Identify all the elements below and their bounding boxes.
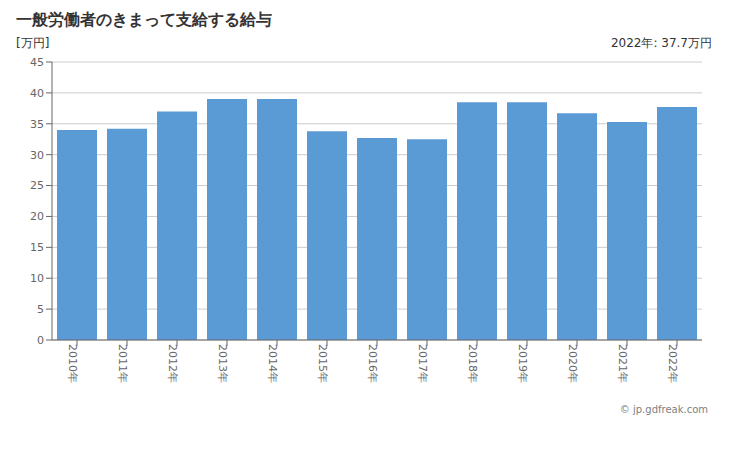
html-text:© jp.gdfreak.com: © jp.gdfreak.com [619,404,708,415]
svg-text:30: 30 [30,149,44,162]
svg-text:20: 20 [30,210,44,223]
svg-text:2017年: 2017年 [416,344,429,383]
html-text:[万円]: [万円] [16,36,50,50]
svg-text:40: 40 [30,87,44,100]
svg-text:2019年: 2019年 [516,344,529,383]
svg-text:2018年: 2018年 [466,344,479,383]
svg-text:5: 5 [37,303,44,316]
svg-text:2022年: 2022年 [666,344,679,383]
html-text:2022年: 37.7万円: 2022年: 37.7万円 [610,36,712,50]
svg-text:10: 10 [30,272,44,285]
svg-text:45: 45 [30,56,44,69]
html-text:一般労働者のきまって支給する給与: 一般労働者のきまって支給する給与 [16,10,272,29]
svg-text:2011年: 2011年 [116,344,129,383]
svg-text:15: 15 [30,241,44,254]
svg-text:0: 0 [37,334,44,347]
svg-text:2021年: 2021年 [616,344,629,383]
svg-text:2020年: 2020年 [566,344,579,383]
svg-text:2010年: 2010年 [66,344,79,383]
svg-text:2016年: 2016年 [366,344,379,383]
svg-text:25: 25 [30,179,44,192]
svg-text:2012年: 2012年 [166,344,179,383]
svg-text:2015年: 2015年 [316,344,329,383]
svg-text:35: 35 [30,118,44,131]
svg-text:2013年: 2013年 [216,344,229,383]
svg-text:2014年: 2014年 [266,344,279,383]
